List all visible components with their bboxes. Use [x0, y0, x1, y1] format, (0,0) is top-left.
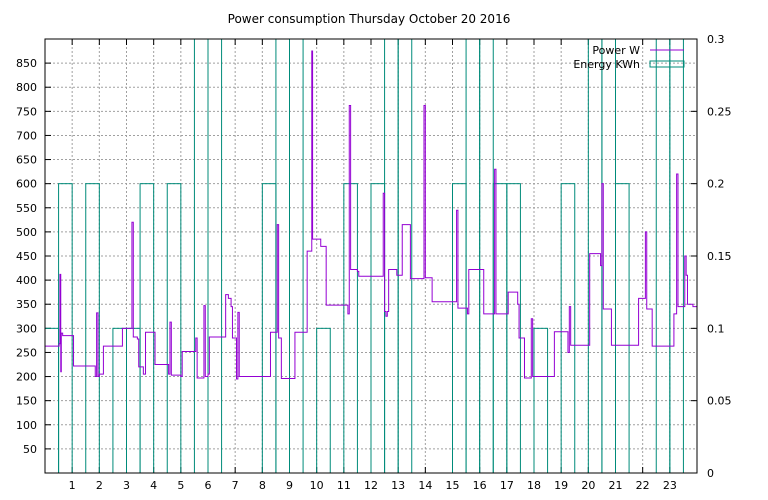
y-tick-label: 550 [16, 202, 37, 215]
x-tick-label: 19 [554, 479, 568, 492]
x-tick-label: 1 [69, 479, 76, 492]
x-tick-label: 6 [205, 479, 212, 492]
x-tick-label: 14 [418, 479, 432, 492]
power-series [45, 50, 697, 380]
y-tick-label: 200 [16, 371, 37, 384]
y2-tick-label: 0.15 [707, 250, 732, 263]
x-tick-label: 17 [500, 479, 514, 492]
y-tick-label: 600 [16, 178, 37, 191]
x-tick-label: 2 [96, 479, 103, 492]
y-tick-label: 350 [16, 298, 37, 311]
x-tick-label: 7 [232, 479, 239, 492]
y-tick-label: 500 [16, 226, 37, 239]
x-tick-label: 15 [446, 479, 460, 492]
x-tick-label: 16 [473, 479, 487, 492]
y2-tick-label: 0 [707, 467, 714, 480]
energy-box [560, 183, 576, 474]
legend-swatch-energy [649, 60, 685, 68]
x-tick-label: 9 [286, 479, 293, 492]
x-tick-label: 22 [636, 479, 650, 492]
x-tick-label: 4 [150, 479, 157, 492]
x-tick-label: 11 [337, 479, 351, 492]
x-tick-label: 23 [663, 479, 677, 492]
y-tick-label: 800 [16, 81, 37, 94]
ticks-layer: 1 2 3 4 5 6 7 8 9 10 11 12 13 14 15 16 17 18 19 20 21 22 23501… [16, 33, 732, 492]
x-tick-label: 5 [177, 479, 184, 492]
y-tick-label: 700 [16, 129, 37, 142]
y2-tick-label: 0.1 [707, 322, 725, 335]
y2-tick-label: 0.25 [707, 105, 732, 118]
y-tick-label: 300 [16, 322, 37, 335]
x-tick-label: 8 [259, 479, 266, 492]
y2-tick-label: 0.3 [707, 33, 725, 46]
legend: Power W Energy KWh [573, 44, 685, 71]
legend-label-energy: Energy KWh [573, 58, 640, 71]
energy-series [44, 38, 684, 474]
y-tick-label: 50 [23, 443, 37, 456]
energy-box [492, 183, 508, 474]
x-tick-label: 21 [609, 479, 623, 492]
y2-tick-label: 0.05 [707, 395, 732, 408]
x-tick-label: 10 [310, 479, 324, 492]
x-tick-label: 18 [527, 479, 541, 492]
y-tick-label: 250 [16, 346, 37, 359]
y-tick-label: 150 [16, 395, 37, 408]
x-tick-label: 12 [364, 479, 378, 492]
x-tick-label: 13 [391, 479, 405, 492]
power-line [45, 50, 697, 380]
y-tick-label: 450 [16, 250, 37, 263]
y-tick-label: 650 [16, 154, 37, 167]
y-tick-label: 850 [16, 57, 37, 70]
x-tick-label: 20 [581, 479, 595, 492]
legend-label-power: Power W [592, 44, 640, 57]
y-tick-label: 100 [16, 419, 37, 432]
plot-frame [44, 38, 698, 474]
y-tick-label: 400 [16, 274, 37, 287]
y2-tick-label: 0.2 [707, 178, 725, 191]
x-tick-label: 3 [123, 479, 130, 492]
y-tick-label: 750 [16, 105, 37, 118]
chart-title: Power consumption Thursday October 20 20… [228, 12, 511, 26]
